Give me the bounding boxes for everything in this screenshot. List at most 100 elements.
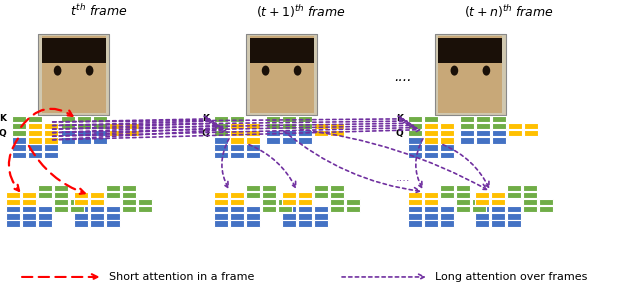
Text: Short attention in a frame: Short attention in a frame [109,272,254,282]
Bar [298,116,312,122]
Bar [282,137,296,144]
Text: Q: Q [0,129,6,138]
Bar [138,199,152,205]
Bar [314,213,328,220]
Bar [230,123,244,129]
Bar [246,152,260,158]
Bar [424,220,438,227]
Bar [408,220,422,227]
Bar [230,144,244,151]
Bar [314,220,328,227]
Bar [106,192,120,198]
Bar [74,192,88,198]
Text: $t^{th}$ frame: $t^{th}$ frame [70,3,128,19]
Bar [22,213,36,220]
Bar [230,116,244,122]
Bar [508,130,522,136]
Bar [214,152,228,158]
Bar [42,36,106,113]
Bar [12,130,26,136]
Text: K: K [396,114,403,123]
Bar [460,137,474,144]
Bar [44,137,58,144]
Bar [266,123,280,129]
Bar [346,206,360,212]
Bar [246,144,260,151]
Bar [61,116,75,122]
Bar [70,206,84,212]
Bar [282,213,296,220]
Bar [28,144,42,151]
Bar [491,220,505,227]
Bar [54,199,68,205]
Bar [230,199,244,205]
Bar [230,130,244,136]
Bar [424,192,438,198]
Bar [330,123,344,129]
Bar [44,130,58,136]
Bar [282,116,296,122]
Bar [440,152,454,158]
Bar [460,123,474,129]
Bar [475,206,489,212]
Bar [109,123,123,129]
Bar [77,116,91,122]
Bar [539,199,553,205]
Bar [28,130,42,136]
Bar [424,130,438,136]
Bar [408,130,422,136]
Bar [214,220,228,227]
Bar [28,116,42,122]
Bar [298,192,312,198]
Bar [42,38,106,63]
Bar [230,206,244,212]
Bar [22,192,36,198]
Bar [12,152,26,158]
Text: Long attention over frames: Long attention over frames [435,272,588,282]
Bar [330,206,344,212]
Bar [262,206,276,212]
Bar [90,199,104,205]
Bar [314,185,328,191]
Bar [214,130,228,136]
Bar [125,123,139,129]
Bar [12,137,26,144]
Bar [282,206,296,212]
Bar [230,213,244,220]
Bar [523,199,537,205]
Bar [44,123,58,129]
Bar [246,34,317,115]
Bar [314,123,328,129]
Bar [507,206,521,212]
Bar [346,199,360,205]
Bar [90,213,104,220]
Bar [93,123,107,129]
Bar [214,199,228,205]
Bar [539,206,553,212]
Bar [109,130,123,136]
Bar [475,199,489,205]
Ellipse shape [294,66,301,76]
Bar [106,206,120,212]
Bar [122,206,136,212]
Bar [424,152,438,158]
Bar [266,130,280,136]
Bar [61,130,75,136]
Bar [28,130,42,136]
Bar [230,152,244,158]
Bar [456,185,470,191]
Bar [440,137,454,144]
Text: K: K [202,114,209,123]
Bar [408,206,422,212]
Bar [230,220,244,227]
Bar [424,206,438,212]
Text: ....: .... [396,173,410,183]
Bar [408,213,422,220]
Bar [298,137,312,144]
Bar [246,123,260,129]
Bar [38,34,109,115]
Bar [460,116,474,122]
Bar [214,137,228,144]
Bar [282,123,296,129]
Bar [246,220,260,227]
